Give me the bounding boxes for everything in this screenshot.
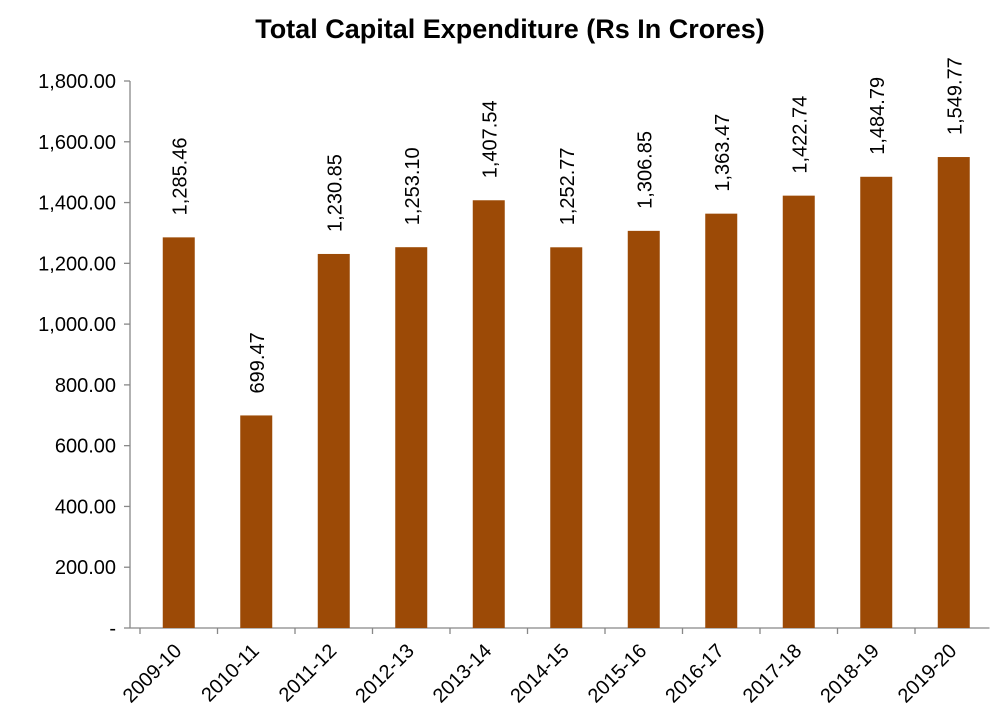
bar [240,415,273,628]
chart-title: Total Capital Expenditure (Rs In Crores) [255,14,765,44]
x-tick-label: 2011-12 [275,640,341,706]
value-label: 1,407.54 [480,100,502,178]
y-tick-label: 1,600.00 [38,132,116,154]
y-tick-label: 600.00 [55,436,116,458]
x-tick-label: 2013-14 [429,640,496,707]
bar [937,157,970,628]
y-tick-label: 400.00 [55,496,116,518]
bar [472,200,505,629]
bar [782,195,815,628]
value-label: 699.47 [247,332,269,393]
x-tick-label: 2018-19 [816,640,883,707]
bar [627,230,660,629]
value-label: 1,484.79 [867,77,889,155]
y-tick-label: 1,400.00 [38,193,116,215]
bar [395,247,428,628]
value-label: 1,252.77 [557,147,579,225]
value-label: 1,253.10 [402,147,424,225]
value-label: 1,422.74 [790,96,812,174]
y-tick-label: 200.00 [55,557,116,579]
x-tick-label: 2016-17 [661,640,728,707]
x-tick-label: 2014-15 [506,640,573,707]
y-tick-label: 1,800.00 [38,71,116,93]
x-tick-label: 2017-18 [739,640,806,707]
x-tick-label: 2012-13 [351,640,418,707]
x-tick-label: 2009-10 [119,640,186,707]
value-label: 1,363.47 [712,114,734,192]
value-label: 1,230.85 [325,154,347,232]
x-tick-label: 2019-20 [894,640,961,707]
bar [860,176,893,628]
bar [317,253,350,628]
bar [705,213,738,628]
y-tick-label: 1,200.00 [38,253,116,275]
y-tick-label: 1,000.00 [38,314,116,336]
bar [550,247,583,628]
value-label: 1,306.85 [635,131,657,209]
y-tick-label: 800.00 [55,375,116,397]
bar [162,237,195,629]
value-label: 1,285.46 [170,138,192,216]
x-tick-label: 2015-16 [584,640,651,707]
y-tick-label: - [109,618,116,640]
value-label: 1,549.77 [945,57,967,135]
x-tick-label: 2010-11 [197,640,263,706]
